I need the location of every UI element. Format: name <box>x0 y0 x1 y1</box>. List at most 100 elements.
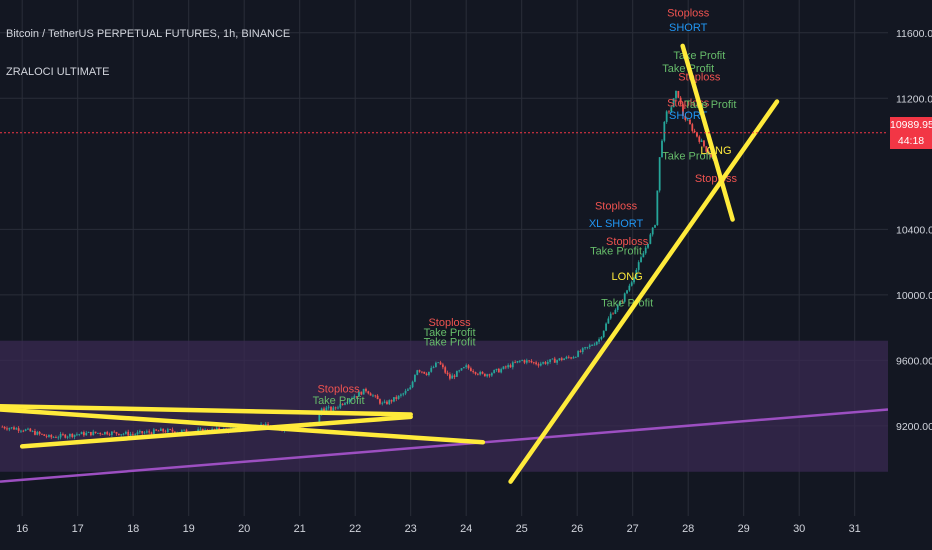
signal-label-take-profit: Take Profit <box>424 337 476 349</box>
signal-label-stoploss: Stoploss <box>695 173 738 185</box>
trend-line[interactable] <box>508 99 780 484</box>
candle-body <box>486 374 489 377</box>
signal-label-short: SHORT <box>669 110 708 122</box>
candle-body <box>675 90 677 99</box>
candle-body <box>38 431 41 434</box>
candle-body <box>166 429 169 433</box>
candle-body <box>199 428 202 430</box>
candle-body <box>626 290 628 294</box>
candle-body <box>637 262 640 270</box>
signal-label-take-profit: Take Profit <box>313 395 365 407</box>
candle-body <box>672 98 675 108</box>
candle-body <box>162 428 165 432</box>
candle-body <box>404 390 407 394</box>
candle-body <box>120 434 123 436</box>
x-tick-label: 26 <box>571 523 583 535</box>
candle-body <box>684 115 687 120</box>
candle-body <box>348 399 351 402</box>
x-tick-label: 22 <box>349 523 361 535</box>
candle-body <box>439 362 442 365</box>
candle-body <box>52 437 55 438</box>
candle-body <box>703 140 705 147</box>
candle-body <box>476 373 479 375</box>
candle-body <box>586 346 589 348</box>
trend-line[interactable] <box>0 407 486 445</box>
candle-body <box>99 432 102 434</box>
candle-body <box>658 157 661 191</box>
candle-body <box>693 130 696 133</box>
candle-body <box>71 433 74 437</box>
candle-body <box>654 225 656 228</box>
candle-body <box>155 429 158 431</box>
candle-body <box>421 371 423 373</box>
candle-body <box>614 309 617 314</box>
candle-body <box>677 90 680 98</box>
candle-body <box>318 414 321 424</box>
candle-body <box>101 433 104 435</box>
candle-body <box>395 397 398 399</box>
candle-body <box>644 247 647 254</box>
time-axis[interactable] <box>0 516 932 550</box>
trend-line[interactable] <box>19 414 413 449</box>
candle-body <box>92 431 95 436</box>
trend-lines <box>0 43 889 484</box>
candle-body <box>572 357 575 359</box>
candle-body <box>656 190 659 226</box>
candle-body <box>565 356 568 359</box>
candle-body <box>327 406 330 408</box>
candle-body <box>27 428 29 430</box>
signal-label-stoploss: Stoploss <box>595 201 638 213</box>
trend-line[interactable] <box>0 403 413 417</box>
candle-body <box>180 430 183 433</box>
candle-body <box>379 399 381 404</box>
y-tick-label: 9200.00 <box>896 421 932 433</box>
candle-body <box>15 428 18 430</box>
candle-body <box>579 351 582 353</box>
price-axis[interactable] <box>890 0 932 550</box>
candle-body <box>64 434 67 438</box>
candle-body <box>113 431 116 433</box>
candle-body <box>444 367 447 373</box>
candle-body <box>591 345 593 347</box>
candle-body <box>351 398 353 400</box>
candle-body <box>584 347 586 349</box>
signal-label-take-profit: Take Profit <box>662 151 714 163</box>
x-tick-label: 29 <box>738 523 750 535</box>
candle-body <box>544 362 547 364</box>
symbol-title[interactable]: Bitcoin / TetherUS PERPETUAL FUTURES, 1h… <box>6 28 291 40</box>
candle-body <box>29 428 32 432</box>
y-axis-ticks: 9200.00 9600.00 10000.00 10400.00 11200.00 11… <box>896 28 932 433</box>
candle-body <box>55 437 57 438</box>
candle-body <box>183 429 186 431</box>
candle-body <box>85 432 88 436</box>
candle-body <box>24 429 27 431</box>
signal-label-stoploss: Stoploss <box>428 317 471 329</box>
candle-body <box>621 301 624 303</box>
candle-body <box>458 370 461 372</box>
zone-support-line[interactable] <box>0 408 889 483</box>
y-tick-label: 10400.00 <box>896 224 932 236</box>
candle-body <box>670 107 673 112</box>
y-tick-label: 11600.00 <box>896 28 932 40</box>
candle-body <box>390 400 393 402</box>
candle-body <box>106 431 109 435</box>
candle-body <box>358 391 360 397</box>
candle-body <box>542 362 545 364</box>
x-tick-label: 20 <box>238 523 250 535</box>
trend-line[interactable] <box>680 43 735 222</box>
signal-label-stoploss: Stoploss <box>667 7 710 19</box>
candle-body <box>423 371 426 374</box>
candle-body <box>581 348 584 353</box>
candle-body <box>31 431 34 432</box>
candle-body <box>647 243 649 248</box>
signal-label-take-profit: Take Profit <box>424 327 476 339</box>
candle-body <box>267 424 269 427</box>
candle-body <box>472 371 475 373</box>
indicator-label[interactable]: ZRALOCI ULTIMATE <box>6 66 110 78</box>
candle-body <box>441 364 444 368</box>
candle-body <box>48 435 50 437</box>
candle-body <box>600 337 603 340</box>
candle-body <box>619 301 621 305</box>
